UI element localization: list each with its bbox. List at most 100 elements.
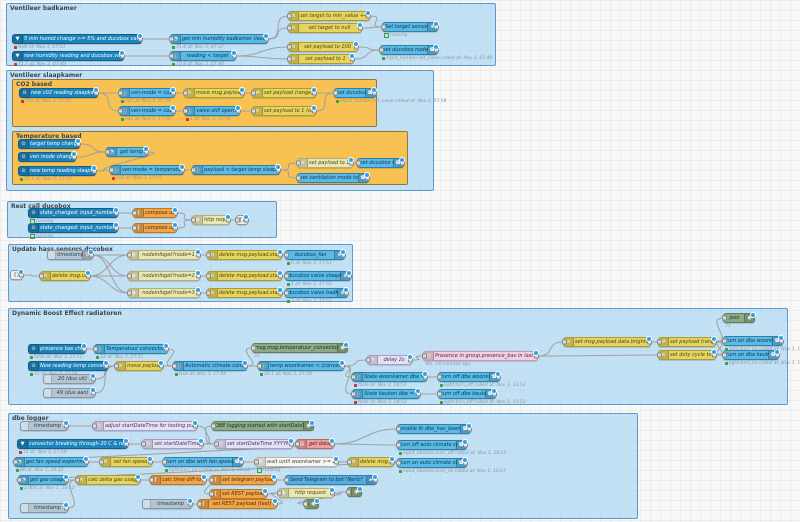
port-in[interactable] bbox=[127, 290, 132, 296]
node-turn-on-dbe-keuken[interactable]: ☎turn on dbe keuken bbox=[722, 348, 780, 360]
node-send-telegram-to-bot-nerts[interactable]: ► Send Telegram to bot "Nerts" bbox=[284, 473, 378, 485]
inject-button[interactable] bbox=[48, 251, 56, 259]
node-ven-mode-temperature[interactable]: ⓘ ven-mode = temperature bbox=[109, 163, 185, 175]
port-in[interactable] bbox=[657, 339, 662, 345]
node-set-payload-to-100[interactable]: × set payload to 100 bbox=[296, 156, 354, 168]
port-in[interactable] bbox=[209, 491, 214, 497]
node-ven-mode-changed[interactable]: ⊙ ven mode changed bbox=[18, 150, 77, 162]
port-in[interactable] bbox=[206, 252, 211, 258]
port-in[interactable] bbox=[351, 391, 356, 397]
node-http-request[interactable]: ◍ http request bbox=[277, 486, 335, 498]
port-in[interactable] bbox=[657, 352, 662, 358]
wire[interactable] bbox=[361, 26, 383, 29]
node-turn-off-auto-climate-control[interactable]: ☎turn off auto climate control bbox=[396, 438, 468, 450]
wire[interactable] bbox=[537, 354, 659, 357]
port-in[interactable] bbox=[132, 225, 137, 231]
wire[interactable] bbox=[202, 425, 213, 445]
wire[interactable] bbox=[357, 46, 381, 51]
node-move-payload[interactable]: × move payload bbox=[114, 359, 164, 371]
port-in[interactable] bbox=[118, 108, 123, 114]
wire[interactable] bbox=[537, 341, 564, 357]
wire[interactable] bbox=[97, 92, 120, 112]
port-in[interactable] bbox=[437, 374, 442, 380]
node-compose-url[interactable]: {compose url bbox=[132, 206, 178, 218]
node-dbg1[interactable]: ◉ bbox=[346, 485, 363, 497]
port-in[interactable] bbox=[197, 501, 202, 507]
node-timestamp[interactable]: timestamp bbox=[20, 419, 69, 431]
port-in[interactable] bbox=[722, 315, 727, 321]
port-in[interactable] bbox=[162, 459, 167, 465]
port-in[interactable] bbox=[296, 160, 301, 166]
wire[interactable] bbox=[315, 92, 335, 112]
wire[interactable] bbox=[89, 275, 129, 294]
port-in[interactable] bbox=[257, 363, 262, 369]
wire[interactable] bbox=[235, 55, 289, 60]
node-turn-on-dbe-woonkamer[interactable]: ☎turn on dbe woonkamer bbox=[722, 334, 784, 346]
port-in[interactable] bbox=[366, 357, 371, 363]
node-ducobox-fan[interactable]: ⊕ ducobox_fan bbox=[284, 248, 346, 260]
node-ven-mode-co2[interactable]: ⓘ ven-mode = co2 bbox=[118, 86, 176, 98]
port-in[interactable] bbox=[381, 24, 386, 30]
port-in[interactable] bbox=[109, 167, 114, 173]
port-in[interactable] bbox=[346, 489, 351, 495]
port-in[interactable] bbox=[75, 477, 80, 483]
node-5-min-humid-change-5-and-ducobox-valve-is-[interactable]: ▼ 5 min humid change >= 5% and ducobox va… bbox=[12, 32, 143, 44]
node-enable-ib-dbe-has-been-logged-today[interactable]: ☎enable ib dbe_has_been_logged_today bbox=[396, 422, 472, 434]
node-target-temp-changed[interactable]: ⊙ target temp changed bbox=[18, 137, 81, 149]
node-presence-in-group-presence-bav-in-last-30-[interactable]: ◷ Presence in group.presence_bav in last … bbox=[422, 349, 539, 361]
port-in[interactable] bbox=[251, 345, 256, 351]
port-in[interactable] bbox=[206, 273, 211, 279]
node-timestamp[interactable]: ↻ timestamp bbox=[47, 248, 94, 260]
node-get-gas-usage[interactable]: ◔ get gas usage bbox=[17, 473, 69, 485]
port-in[interactable] bbox=[172, 363, 177, 369]
wire[interactable] bbox=[67, 479, 77, 509]
node-state-woonkamer-dbe-on[interactable]: ⓘ State woonkamer dbe = on bbox=[351, 370, 428, 382]
wire[interactable] bbox=[79, 143, 107, 153]
wire[interactable] bbox=[176, 219, 193, 229]
port-in[interactable] bbox=[17, 477, 22, 483]
port-in[interactable] bbox=[99, 459, 104, 465]
node-set-target-sensor[interactable]: ⊕ Set target sensor bbox=[381, 20, 439, 32]
node-set-payload-to-1-off[interactable]: × set payload to 1 (off) bbox=[251, 104, 317, 116]
node-new-humidity-reading-and-ducobox-valve-is-[interactable]: ▼new humidity reading and ducobox.valve … bbox=[12, 49, 125, 61]
port-in[interactable] bbox=[92, 423, 97, 429]
node-set-target-to-null[interactable]: × set target to null bbox=[287, 21, 363, 33]
inject-button[interactable] bbox=[143, 500, 151, 508]
node-turn-on-dbe-with-fan-speed[interactable]: ☎ turn on dbe with fan speed bbox=[162, 455, 244, 467]
node-state-changed-input-number-ducobox-node-3[interactable]: ⊙state_changed: input_number.ducobox_nod… bbox=[28, 221, 119, 233]
port-in[interactable] bbox=[149, 477, 154, 483]
node-msg-msg-temperatuur-convector-keuken[interactable]: ◉msg.msg.temperatuur_convector_keuken bbox=[251, 341, 349, 353]
wire[interactable] bbox=[92, 254, 129, 294]
wire[interactable] bbox=[103, 151, 155, 171]
node-delete-msg-payload-state[interactable]: × delete msg.payload.state bbox=[206, 286, 283, 298]
node-dbe-logging-started-with-startdatetime[interactable]: ◉DBE logging started with startDateTime bbox=[211, 419, 315, 431]
inject-button[interactable] bbox=[21, 422, 29, 430]
port-in[interactable] bbox=[13, 459, 18, 465]
port-in[interactable] bbox=[39, 273, 44, 279]
port-in[interactable] bbox=[379, 47, 384, 53]
port-in[interactable] bbox=[333, 90, 338, 96]
node-compose-url[interactable]: {compose url bbox=[132, 221, 178, 233]
port-in[interactable] bbox=[287, 25, 292, 31]
node-convector-breaking-through-20-c-no-dbe-log[interactable]: ▼convector breaking through 20 C & no db… bbox=[17, 437, 129, 449]
port-in[interactable] bbox=[132, 210, 137, 216]
node-set-startdatetime[interactable]: ◷ set startDateTime bbox=[141, 437, 204, 449]
port-in[interactable] bbox=[396, 442, 401, 448]
port-in[interactable] bbox=[251, 90, 256, 96]
port-in[interactable] bbox=[295, 441, 300, 447]
port-in[interactable] bbox=[356, 160, 361, 166]
node-turn-on-auto-climate-control[interactable]: ☎turn on auto climate control bbox=[396, 456, 468, 468]
port-in[interactable] bbox=[183, 108, 188, 114]
port-in[interactable] bbox=[296, 175, 301, 181]
node-timestamp[interactable]: timestamp bbox=[142, 497, 193, 509]
port-in[interactable] bbox=[396, 426, 401, 432]
node-nodeinfoget-node-3[interactable]: ◍ nodeinfoget?node=3 bbox=[127, 286, 201, 298]
wire[interactable] bbox=[279, 169, 298, 179]
port-in[interactable] bbox=[284, 273, 289, 279]
node-turn-off-dbe-keuken[interactable]: ☎ turn off dbe keuken bbox=[437, 387, 497, 399]
node-state-changed-input-number-ducobox-node-2[interactable]: ⊙state_changed: input_number.ducobox_nod… bbox=[28, 206, 119, 218]
node-nodeinfoget-node-1[interactable]: ◍ nodeinfoget?node=1 bbox=[127, 248, 201, 260]
port-in[interactable] bbox=[206, 290, 211, 296]
port-in[interactable] bbox=[351, 374, 356, 380]
